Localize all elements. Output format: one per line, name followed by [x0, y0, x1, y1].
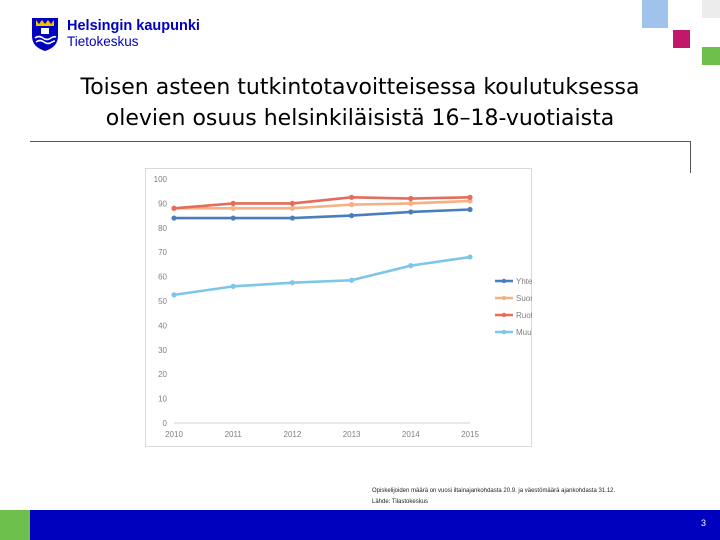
series-line — [172, 255, 472, 297]
helsinki-crest-icon — [32, 18, 58, 51]
page-number: 3 — [700, 518, 706, 528]
footnote-source: Lähde: Tilastokeskus — [372, 499, 429, 505]
data-point — [289, 215, 295, 221]
y-tick-label: 50 — [158, 297, 167, 306]
y-tick-label: 20 — [158, 370, 167, 379]
data-point — [230, 200, 236, 206]
legend-label: Yhteensä — [516, 277, 532, 286]
data-point — [230, 283, 236, 289]
city-logo: Helsingin kaupunki Tietokeskus — [30, 16, 200, 52]
data-point — [349, 194, 355, 200]
slide-title: Toisen asteen tutkintotavoitteisessa kou… — [20, 72, 700, 134]
data-point — [230, 205, 236, 211]
decor-square-gray — [702, 0, 720, 18]
series-line — [172, 208, 472, 220]
data-point — [408, 263, 414, 269]
chart-frame — [145, 168, 532, 447]
footer-bar: 3 — [0, 510, 720, 540]
legend-marker — [501, 295, 507, 301]
x-tick-label: 2012 — [284, 430, 302, 439]
footer-blue-band: 3 — [30, 510, 720, 540]
data-point — [467, 206, 473, 213]
data-point — [349, 277, 355, 283]
y-tick-label: 70 — [158, 248, 167, 257]
data-point — [289, 280, 295, 286]
chart-canvas: 0 10 20 30 40 50 60 70 80 90 100 2010 2011 2012 2013 20… — [154, 175, 532, 439]
decor-square-blue — [642, 0, 668, 28]
decor-square-magenta — [673, 30, 690, 48]
legend-label: Suomi — [516, 294, 532, 303]
data-point — [349, 213, 355, 219]
series-line — [172, 199, 472, 210]
y-tick-label: 90 — [158, 199, 167, 208]
title-divider — [30, 141, 691, 142]
y-tick-label: 100 — [154, 175, 168, 184]
logo-title: Helsingin kaupunki — [67, 18, 200, 34]
x-tick-label: 2015 — [461, 430, 479, 439]
series-line — [172, 195, 472, 210]
y-tick-label: 10 — [158, 395, 167, 404]
data-point — [230, 215, 236, 221]
x-tick-label: 2014 — [402, 430, 420, 439]
data-point — [467, 254, 473, 260]
footer-green-block — [0, 510, 30, 540]
data-point — [467, 198, 473, 204]
line-chart: 0 10 20 30 40 50 60 70 80 90 100 2010 2011 2012 2013 20… — [145, 168, 532, 447]
legend-marker — [501, 278, 507, 284]
x-tick-label: 2011 — [225, 430, 243, 439]
slide-title-line2: olevien osuus helsinkiläisistä 16–18-vuo… — [105, 106, 615, 131]
y-tick-label: 30 — [158, 346, 167, 355]
data-point — [171, 292, 177, 298]
data-point — [408, 209, 414, 215]
x-tick-label: 2010 — [165, 430, 183, 439]
logo-subtitle: Tietokeskus — [67, 34, 139, 49]
y-tick-label: 0 — [163, 419, 168, 428]
legend-label: Muu — [516, 328, 532, 337]
footnote-definition: Opiskelijoiden määrä on vuosi iltainajan… — [372, 488, 616, 494]
data-point — [408, 195, 414, 202]
chart-footnote: Opiskelijoiden määrä on vuosi iltainajan… — [372, 486, 615, 508]
data-point — [289, 205, 295, 211]
y-tick-label: 40 — [158, 321, 167, 330]
data-point — [408, 200, 414, 206]
decor-square-green — [702, 47, 720, 65]
title-divider-edge — [690, 141, 691, 173]
data-point — [467, 194, 473, 200]
data-point — [349, 202, 355, 208]
data-point — [289, 200, 295, 206]
x-tick-label: 2013 — [343, 430, 361, 439]
y-tick-label: 80 — [158, 224, 167, 233]
y-tick-label: 60 — [158, 273, 167, 282]
data-point — [171, 215, 177, 221]
data-point — [171, 205, 177, 211]
legend-label: Ruotsi — [516, 311, 532, 320]
slide-title-line1: Toisen asteen tutkintotavoitteisessa kou… — [80, 75, 640, 100]
legend-marker — [501, 329, 507, 335]
legend-marker — [501, 312, 507, 318]
